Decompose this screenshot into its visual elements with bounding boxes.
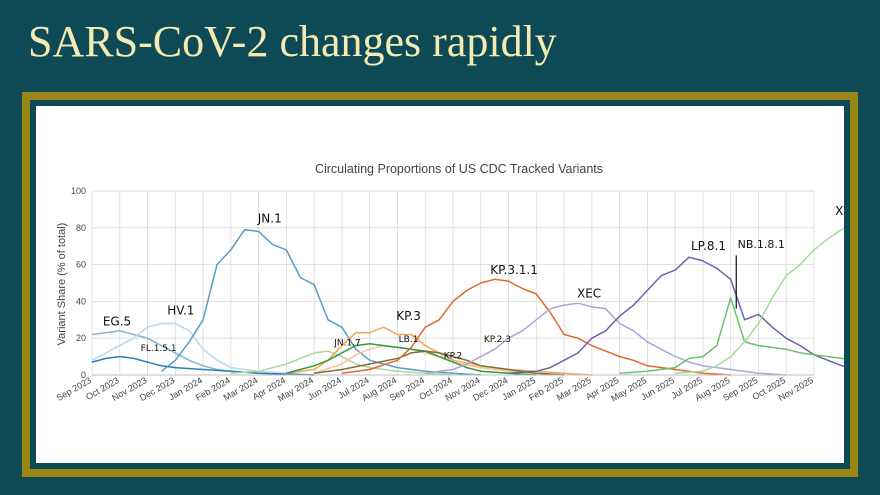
variant-label-kp-2-3: KP.2.3 [484,335,511,345]
variant-label-nb-1-8-1: NB.1.8.1 [738,238,785,251]
series-line-xec [425,302,787,376]
y-tick-label-0: 0 [81,370,86,380]
chart-panel: Circulating Proportions of US CDC Tracke… [36,106,844,463]
series-line-kp-2 [286,342,537,376]
grid-lines [91,190,815,376]
series-line-lb-1 [313,344,565,376]
variant-label-jn-1: JN.1 [257,211,282,225]
variant-label-fl-1-5-1: FL.1.5.1 [141,344,177,354]
series-line-kp-2-3 [314,350,565,376]
y-tick-label-3: 60 [76,260,86,270]
series-line-nb-1-8-1 [619,296,844,374]
variant-label-kp-3-1-1: KP.3.1.1 [490,263,538,277]
y-tick-label-5: 100 [71,186,86,196]
y-tick-label-2: 40 [76,296,86,306]
variant-label-kp-3: KP.3 [396,309,421,323]
series-line-hv-1 [91,322,315,376]
variant-label-hv-1: HV.1 [167,303,194,317]
variant-label-jn-1-7: JN.1.7 [333,339,361,349]
y-tick-label-1: 20 [76,333,86,343]
series-line-xfg [675,227,844,374]
chart-title: Circulating Proportions of US CDC Tracke… [315,162,603,176]
slide-title: SARS-CoV-2 changes rapidly [28,17,557,66]
y-tick-label-4: 80 [76,223,86,233]
variant-label-kp-2: KP.2 [444,351,463,361]
variant-label-xec: XEC [577,287,601,301]
variant-proportions-chart: Circulating Proportions of US CDC Tracke… [55,162,844,403]
y-axis-label: Variant Share (% of total) [56,223,68,346]
series-line-jn-1 [160,228,481,376]
variant-label-lp-8-1: LP.8.1 [691,239,726,253]
variant-label-lb-1: LB.1 [399,335,419,345]
series-lines [91,227,844,376]
series-line-kp-3-1-1 [341,278,731,376]
variant-labels: EG.5 HV.1 FL.1.5.1 JN.1 JN.1.7 KP.3 LB.1 KP.2 KP… [103,204,844,362]
variant-label-eg-5: EG.5 [103,314,131,328]
series-line-lp-8-1 [508,256,844,374]
variant-label-xfg: XFG [835,204,844,218]
